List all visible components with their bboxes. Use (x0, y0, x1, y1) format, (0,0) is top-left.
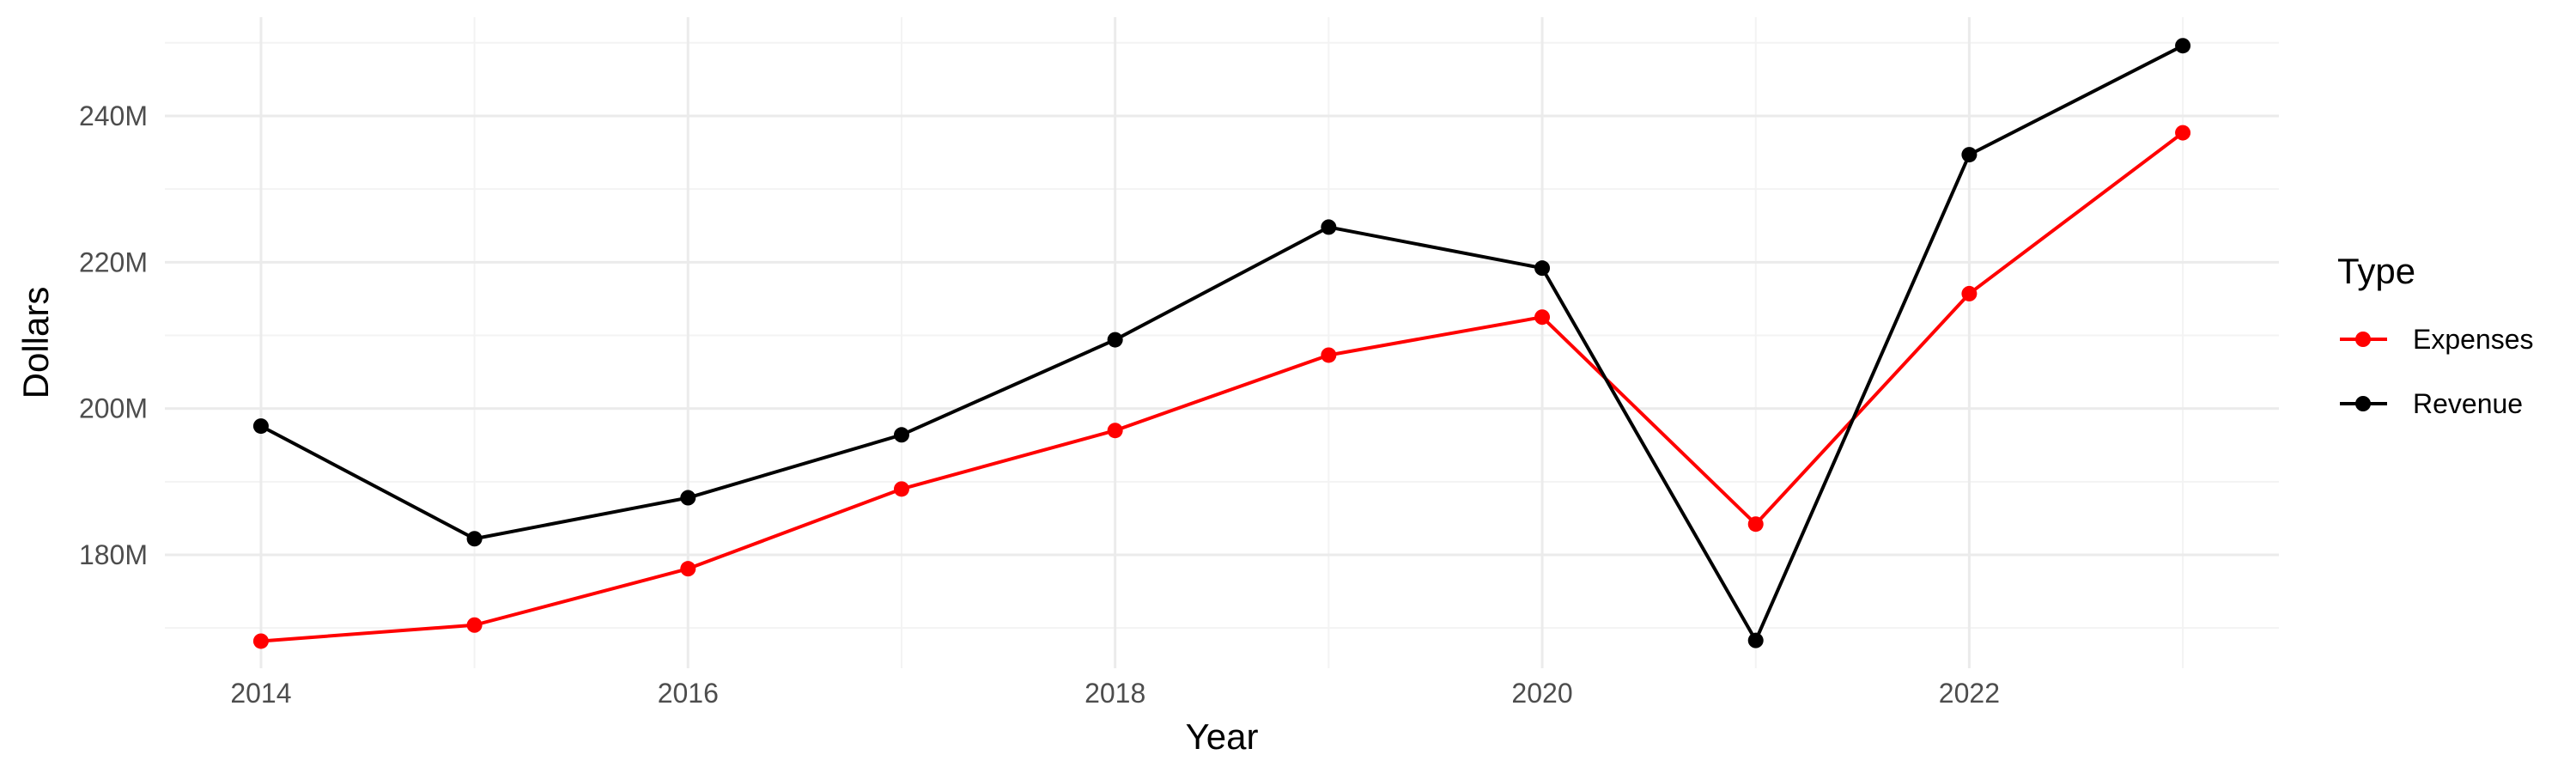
revenue-line (259, 44, 2184, 642)
y-tick-label: 180M (79, 539, 148, 570)
revenue-point (1961, 147, 1978, 163)
legend-item-revenue: Revenue (2340, 388, 2523, 419)
expenses-point (2175, 125, 2191, 141)
expenses-point (1961, 285, 1978, 301)
revenue-point (1321, 219, 1337, 235)
expenses-point (1534, 309, 1551, 326)
legend: Type Expenses Revenue (2337, 251, 2534, 419)
y-tick-label: 220M (79, 247, 148, 277)
series-layer (252, 38, 2191, 649)
legend-label: Revenue (2413, 388, 2523, 419)
expenses-point (1107, 423, 1123, 439)
series-expenses (252, 125, 2191, 649)
expenses-point (1747, 516, 1764, 533)
legend-item-expenses: Expenses (2340, 324, 2534, 355)
legend-label: Expenses (2413, 324, 2534, 355)
y-tick-label: 200M (79, 393, 148, 424)
revenue-point (893, 427, 909, 443)
revenue-point (2175, 38, 2191, 54)
x-tick-label: 2014 (230, 678, 291, 709)
legend-title: Type (2337, 251, 2415, 291)
grid (165, 17, 2279, 668)
y-tick-label: 240M (79, 100, 148, 131)
expenses-point (893, 481, 909, 497)
legend-key-point (2355, 396, 2371, 411)
x-tick-label: 2020 (1511, 678, 1572, 709)
legend-key-point (2355, 332, 2371, 347)
expenses-line (260, 131, 2184, 643)
revenue-point (1107, 332, 1123, 348)
expenses-point (1321, 347, 1337, 363)
x-axis-title: Year (1186, 716, 1259, 757)
expenses-point (466, 617, 483, 633)
revenue-point (252, 418, 269, 435)
revenue-point (1747, 632, 1764, 648)
x-tick-label: 2022 (1939, 678, 2000, 709)
expenses-point (680, 561, 696, 577)
y-axis-title: Dollars (15, 287, 56, 399)
series-revenue (252, 38, 2191, 648)
revenue-point (466, 531, 483, 547)
expenses-point (252, 633, 269, 649)
x-tick-label: 2018 (1084, 678, 1145, 709)
axes: 2014 2016 2018 2020 2022 180M 200M 220M 240M (79, 100, 2000, 709)
revenue-point (680, 490, 696, 506)
x-tick-label: 2016 (658, 678, 719, 709)
revenue-point (1534, 260, 1551, 277)
